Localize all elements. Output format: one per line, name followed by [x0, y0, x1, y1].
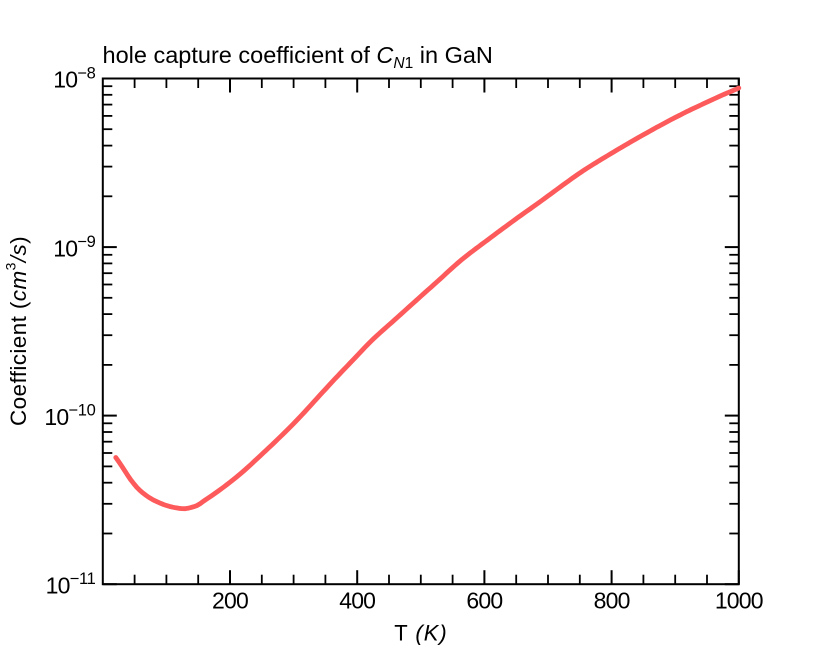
- svg-text:400: 400: [339, 588, 375, 614]
- svg-text:800: 800: [594, 588, 630, 614]
- svg-text:10−10: 10−10: [44, 402, 95, 430]
- svg-text:10−8: 10−8: [53, 64, 95, 92]
- svg-text:10−11: 10−11: [46, 570, 96, 598]
- svg-text:600: 600: [466, 588, 502, 614]
- svg-text:T (K): T (K): [394, 621, 447, 646]
- svg-text:Coefficient (cm3/s): Coefficient (cm3/s): [3, 236, 32, 426]
- svg-text:1000: 1000: [715, 588, 763, 614]
- svg-text:hole capture coefficient of CN: hole capture coefficient of CN1 in GaN: [103, 42, 493, 72]
- svg-text:200: 200: [212, 588, 248, 614]
- svg-text:10−9: 10−9: [53, 233, 95, 261]
